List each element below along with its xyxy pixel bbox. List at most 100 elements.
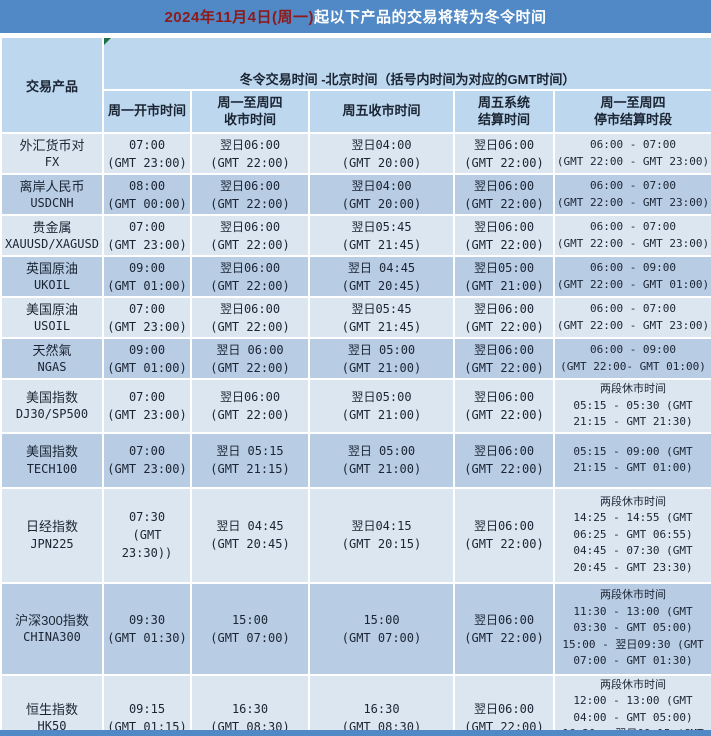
table-row: 离岸人民币 USDCNH 08:00 (GMT 00:00) 翌日06:00 (GMT… (0, 173, 711, 216)
product-cell: 日经指数 JPN225 (0, 486, 104, 584)
time-cell: 翌日06:00 (GMT 22:00) (453, 486, 555, 584)
time-cell: 07:00 (GMT 23:00) (102, 132, 192, 175)
time-cell: 翌日04:15 (GMT 20:15) (308, 486, 455, 584)
time-cell: 翌日06:00 (GMT 22:00) (190, 296, 310, 339)
product-name: 恒生指数 (25, 701, 78, 717)
product-code: USDCNH (30, 196, 74, 211)
time-cell: 翌日04:00 (GMT 20:00) (308, 173, 455, 216)
time-cell: 16:30 (GMT 08:30) (308, 673, 455, 736)
product-name: 美国原油 (25, 301, 78, 317)
title-bar: 2024年11月4日(周一) 起以下产品的交易将转为冬令时间 (0, 0, 711, 33)
product-code: UKOIL (33, 278, 71, 293)
time-cell: 15:00 (GMT 07:00) (308, 581, 455, 676)
product-name: 英国原油 (25, 260, 78, 276)
time-cell: 两段休市时间 11:30 - 13:00 (GMT 03:30 - GMT 05… (552, 581, 711, 676)
time-cell: 翌日06:00 (GMT 22:00) (190, 378, 310, 434)
table-row: 美国指数 DJ30/SP500 07:00 (GMT 23:00) 翌日06:00 (… (0, 378, 711, 434)
time-cell: 翌日05:00 (GMT 21:00) (453, 255, 555, 298)
table-row: 贵金属 XAUUSD/XAGUSD 07:00 (GMT 23:00) 翌日06:00… (0, 214, 711, 257)
time-cell: 翌日 04:45 (GMT 20:45) (190, 486, 310, 584)
product-column-header: 交易产品 (0, 36, 104, 134)
table-row: 英国原油 UKOIL 09:00 (GMT 01:00) 翌日06:00 (GMT 2… (0, 255, 711, 298)
product-code: CHINA300 (23, 630, 81, 645)
time-cell: 06:00 - 09:00 (GMT 22:00- GMT 01:00) (552, 337, 711, 380)
time-cell: 翌日06:00 (GMT 22:00) (190, 132, 310, 175)
product-cell: 美国原油 USOIL (0, 296, 104, 339)
product-cell: 英国原油 UKOIL (0, 255, 104, 298)
table-row: 外汇货币对 FX 07:00 (GMT 23:00) 翌日06:00 (GMT 22:… (0, 132, 711, 175)
product-cell: 美国指数 TECH100 (0, 431, 104, 489)
trading-hours-table: 交易产品 冬令交易时间 -北京时间（括号内时间为对应的GMT时间） 周一开市时间… (0, 36, 711, 736)
time-cell: 翌日 05:00 (GMT 21:00) (308, 337, 455, 380)
product-code: TECH100 (26, 461, 78, 476)
time-cell: 翌日 06:00 (GMT 22:00) (190, 337, 310, 380)
table-row: 美国指数 TECH100 07:00 (GMT 23:00) 翌日 05:15 (GM… (0, 431, 711, 489)
time-cell: 06:00 - 07:00 (GMT 22:00 - GMT 23:00) (552, 173, 711, 216)
time-cell: 翌日06:00 (GMT 22:00) (453, 337, 555, 380)
time-cell: 翌日06:00 (GMT 22:00) (453, 132, 555, 175)
col-header-friday-close: 周五收市时间 (308, 89, 455, 134)
time-cell: 翌日04:00 (GMT 20:00) (308, 132, 455, 175)
col-header-friday-settlement: 周五系统 结算时间 (453, 89, 555, 134)
table-row: 美国原油 USOIL 07:00 (GMT 23:00) 翌日06:00 (GMT 2… (0, 296, 711, 339)
time-cell: 09:00 (GMT 01:00) (102, 337, 192, 380)
product-name: 离岸人民币 (19, 178, 85, 194)
col-header-mon-thu-break: 周一至周四 停市结算时段 (552, 89, 711, 134)
excel-flag-triangle-icon (105, 39, 111, 45)
product-code: JPN225 (30, 536, 74, 551)
time-cell: 翌日06:00 (GMT 22:00) (453, 581, 555, 676)
time-cell: 翌日05:45 (GMT 21:45) (308, 296, 455, 339)
product-name: 天然氣 (32, 342, 72, 358)
time-cell: 翌日 05:15 (GMT 21:15) (190, 431, 310, 489)
time-cell: 翌日06:00 (GMT 22:00) (453, 673, 555, 736)
product-cell: 贵金属 XAUUSD/XAGUSD (0, 214, 104, 257)
product-name: 沪深300指数 (15, 612, 89, 628)
time-cell: 翌日05:45 (GMT 21:45) (308, 214, 455, 257)
time-cell: 翌日06:00 (GMT 22:00) (190, 255, 310, 298)
product-cell: 沪深300指数 CHINA300 (0, 581, 104, 676)
time-cell: 07:00 (GMT 23:00) (102, 296, 192, 339)
time-cell: 翌日05:00 (GMT 21:00) (308, 378, 455, 434)
time-cell: 06:00 - 07:00 (GMT 22:00 - GMT 23:00) (552, 214, 711, 257)
time-cell: 两段休市时间 05:15 - 05:30 (GMT 21:15 - GMT 21… (552, 378, 711, 434)
time-cell: 08:00 (GMT 00:00) (102, 173, 192, 216)
time-cell: 07:30 (GMT 23:30)) (102, 486, 192, 584)
time-cell: 翌日 05:00 (GMT 21:00) (308, 431, 455, 489)
product-name: 美国指数 (25, 389, 78, 405)
product-cell: 恒生指数 HK50 (0, 673, 104, 736)
bottom-border-bar (0, 730, 711, 736)
col-header-mon-thu-close: 周一至周四 收市时间 (190, 89, 310, 134)
product-cell: 离岸人民币 USDCNH (0, 173, 104, 216)
product-code: NGAS (37, 360, 67, 375)
table-row: 天然氣 NGAS 09:00 (GMT 01:00) 翌日 06:00 (GMT 22… (0, 337, 711, 380)
time-cell: 翌日06:00 (GMT 22:00) (453, 431, 555, 489)
product-name: 外汇货币对 (19, 137, 85, 153)
time-cell: 15:00 (GMT 07:00) (190, 581, 310, 676)
time-cell: 两段休市时间 12:00 - 13:00 (GMT 04:00 - GMT 05… (552, 673, 711, 736)
time-cell: 07:00 (GMT 23:00) (102, 431, 192, 489)
product-cell: 天然氣 NGAS (0, 337, 104, 380)
time-cell: 翌日06:00 (GMT 22:00) (453, 214, 555, 257)
time-cell: 翌日 04:45 (GMT 20:45) (308, 255, 455, 298)
group-header-label: 冬令交易时间 -北京时间（括号内时间为对应的GMT时间） (239, 72, 576, 87)
product-code: DJ30/SP500 (15, 407, 89, 422)
product-code: XAUUSD/XAGUSD (5, 237, 99, 252)
time-cell: 07:00 (GMT 23:00) (102, 214, 192, 257)
time-cell: 06:00 - 07:00 (GMT 22:00 - GMT 23:00) (552, 296, 711, 339)
table-row: 日经指数 JPN225 07:30 (GMT 23:30)) 翌日 04:45 (GM… (0, 486, 711, 584)
product-code: USOIL (33, 319, 71, 334)
time-cell: 06:00 - 07:00 (GMT 22:00 - GMT 23:00) (552, 132, 711, 175)
time-cell: 09:15 (GMT 01:15) (102, 673, 192, 736)
time-cell: 翌日06:00 (GMT 22:00) (453, 173, 555, 216)
product-name: 贵金属 (32, 219, 72, 235)
time-cell: 05:15 - 09:00 (GMT 21:15 - GMT 01:00) (552, 431, 711, 489)
product-name: 日经指数 (25, 519, 78, 535)
product-code: HK50 (37, 719, 67, 734)
table-row: 沪深300指数 CHINA300 09:30 (GMT 01:30) 15:00 (G… (0, 581, 711, 676)
col-header-monday-open: 周一开市时间 (102, 89, 192, 134)
product-cell: 外汇货币对 FX (0, 132, 104, 175)
title-date: 2024年11月4日(周一) (164, 9, 315, 26)
time-cell: 06:00 - 09:00 (GMT 22:00 - GMT 01:00) (552, 255, 711, 298)
time-cell: 翌日06:00 (GMT 22:00) (190, 173, 310, 216)
